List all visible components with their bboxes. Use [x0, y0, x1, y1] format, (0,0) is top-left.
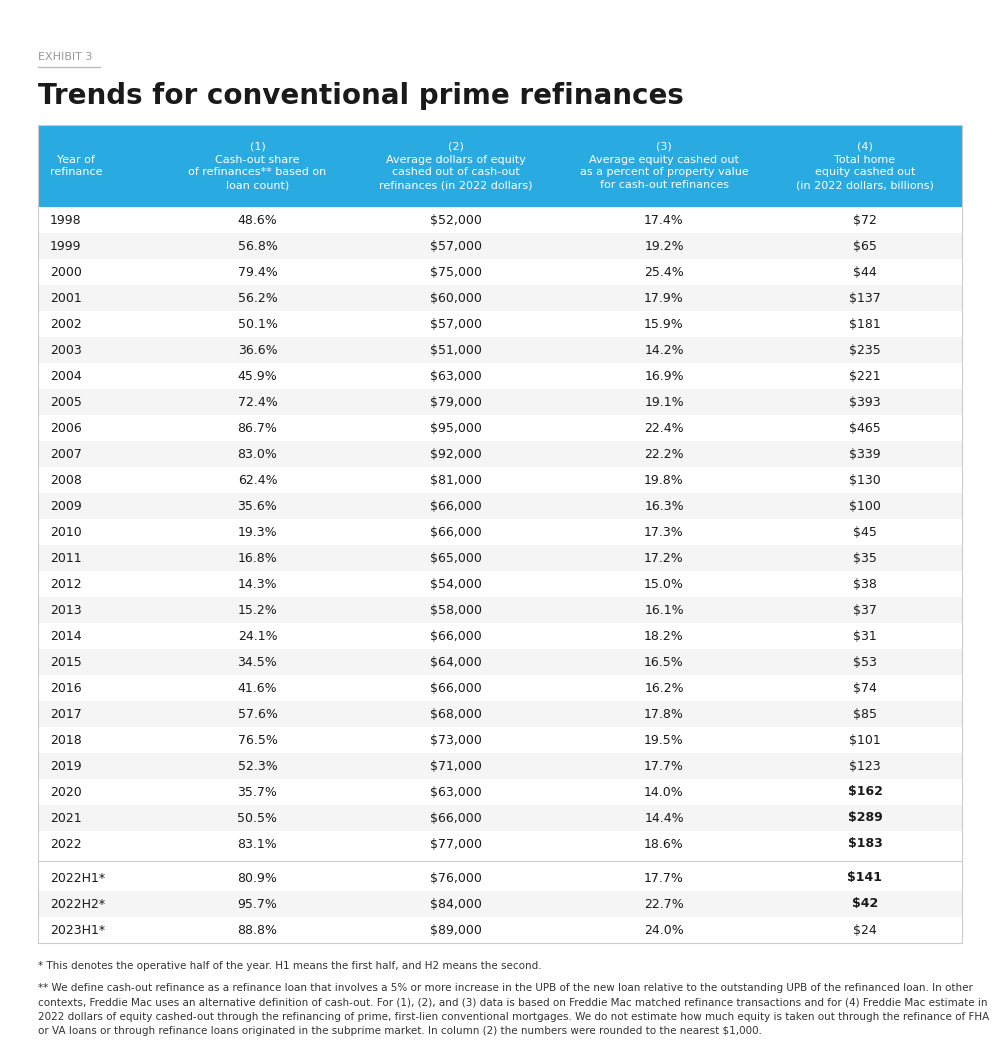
Text: $137: $137 [849, 291, 881, 304]
Bar [38, 467, 962, 493]
Text: 83.0%: 83.0% [238, 448, 277, 460]
Bar [38, 125, 962, 207]
Text: 88.8%: 88.8% [237, 924, 277, 937]
Text: 2020: 2020 [50, 786, 82, 798]
Text: 17.2%: 17.2% [644, 552, 684, 564]
Text: 2009: 2009 [50, 500, 82, 512]
Text: $53: $53 [853, 656, 877, 669]
Text: 19.1%: 19.1% [644, 395, 684, 408]
Text: 76.5%: 76.5% [238, 733, 277, 746]
Text: * This denotes the operative half of the year. H1 means the first half, and H2 m: * This denotes the operative half of the… [38, 961, 542, 971]
Text: $235: $235 [849, 343, 881, 356]
Text: 2003: 2003 [50, 343, 82, 356]
Text: 2022H1*: 2022H1* [50, 872, 105, 884]
Bar [38, 285, 962, 311]
Text: 17.7%: 17.7% [644, 872, 684, 884]
Text: 2021: 2021 [50, 811, 82, 825]
Text: $141: $141 [847, 872, 882, 884]
Bar [38, 311, 962, 337]
Text: 22.4%: 22.4% [644, 422, 684, 435]
Text: $66,000: $66,000 [430, 525, 482, 539]
Bar [38, 805, 962, 831]
Text: $130: $130 [849, 473, 881, 487]
Text: $76,000: $76,000 [430, 872, 482, 884]
Bar [38, 493, 962, 519]
Bar [38, 571, 962, 597]
Text: $57,000: $57,000 [430, 318, 482, 331]
Text: 16.1%: 16.1% [644, 604, 684, 617]
Text: $289: $289 [848, 811, 882, 825]
Text: $71,000: $71,000 [430, 759, 482, 773]
Text: $44: $44 [853, 266, 877, 279]
Text: 2010: 2010 [50, 525, 82, 539]
Text: 2017: 2017 [50, 708, 82, 721]
Text: 17.4%: 17.4% [644, 214, 684, 226]
Text: 50.1%: 50.1% [238, 318, 277, 331]
Text: 83.1%: 83.1% [238, 838, 277, 850]
Text: $63,000: $63,000 [430, 786, 482, 798]
Bar [38, 362, 962, 389]
Text: 2016: 2016 [50, 681, 82, 694]
Text: 16.3%: 16.3% [644, 500, 684, 512]
Text: $339: $339 [849, 448, 881, 460]
Text: $65,000: $65,000 [430, 552, 482, 564]
Text: (1)
Cash-out share
of refinances** based on
loan count): (1) Cash-out share of refinances** based… [188, 141, 327, 190]
Text: $45: $45 [853, 525, 877, 539]
Text: 14.3%: 14.3% [238, 577, 277, 591]
Text: $66,000: $66,000 [430, 500, 482, 512]
Bar [38, 337, 962, 362]
Text: 14.4%: 14.4% [644, 811, 684, 825]
Text: 2001: 2001 [50, 291, 82, 304]
Text: (2)
Average dollars of equity
cashed out of cash-out
refinances (in 2022 dollars: (2) Average dollars of equity cashed out… [379, 141, 533, 190]
Bar [38, 597, 962, 623]
Text: 14.2%: 14.2% [644, 343, 684, 356]
Bar [38, 753, 962, 779]
Text: $31: $31 [853, 629, 877, 642]
Text: 2022: 2022 [50, 838, 82, 850]
Text: 1998: 1998 [50, 214, 82, 226]
Text: 17.8%: 17.8% [644, 708, 684, 721]
Text: 19.2%: 19.2% [644, 239, 684, 253]
Text: 35.7%: 35.7% [238, 786, 277, 798]
Text: $393: $393 [849, 395, 881, 408]
Bar [38, 519, 962, 545]
Text: 15.9%: 15.9% [644, 318, 684, 331]
Text: $181: $181 [849, 318, 881, 331]
Text: 17.7%: 17.7% [644, 759, 684, 773]
Bar [38, 623, 962, 649]
Text: (4)
Total home
equity cashed out
(in 2022 dollars, billions): (4) Total home equity cashed out (in 202… [796, 141, 934, 190]
Text: 2005: 2005 [50, 395, 82, 408]
Text: 45.9%: 45.9% [238, 370, 277, 383]
Text: 16.5%: 16.5% [644, 656, 684, 669]
Text: 15.0%: 15.0% [644, 577, 684, 591]
Text: $79,000: $79,000 [430, 395, 482, 408]
Text: $66,000: $66,000 [430, 629, 482, 642]
Text: $63,000: $63,000 [430, 370, 482, 383]
Bar [38, 259, 962, 285]
Text: $66,000: $66,000 [430, 811, 482, 825]
Text: 1999: 1999 [50, 239, 82, 253]
Text: 52.3%: 52.3% [238, 759, 277, 773]
Text: 2023H1*: 2023H1* [50, 924, 105, 937]
Text: 2014: 2014 [50, 629, 82, 642]
Text: 25.4%: 25.4% [644, 266, 684, 279]
Text: $42: $42 [852, 897, 878, 911]
Text: $89,000: $89,000 [430, 924, 482, 937]
Text: $465: $465 [849, 422, 881, 435]
Bar [38, 545, 962, 571]
Text: $221: $221 [849, 370, 881, 383]
Text: $77,000: $77,000 [430, 838, 482, 850]
Text: $162: $162 [848, 786, 882, 798]
Text: $64,000: $64,000 [430, 656, 482, 669]
Text: 56.8%: 56.8% [238, 239, 277, 253]
Text: Trends for conventional prime refinances: Trends for conventional prime refinances [38, 82, 684, 109]
Text: 34.5%: 34.5% [238, 656, 277, 669]
Text: 19.3%: 19.3% [238, 525, 277, 539]
Text: 2007: 2007 [50, 448, 82, 460]
Text: $92,000: $92,000 [430, 448, 482, 460]
Text: $183: $183 [848, 838, 882, 850]
Text: 80.9%: 80.9% [238, 872, 277, 884]
Bar [38, 917, 962, 943]
Text: $57,000: $57,000 [430, 239, 482, 253]
Text: 48.6%: 48.6% [238, 214, 277, 226]
